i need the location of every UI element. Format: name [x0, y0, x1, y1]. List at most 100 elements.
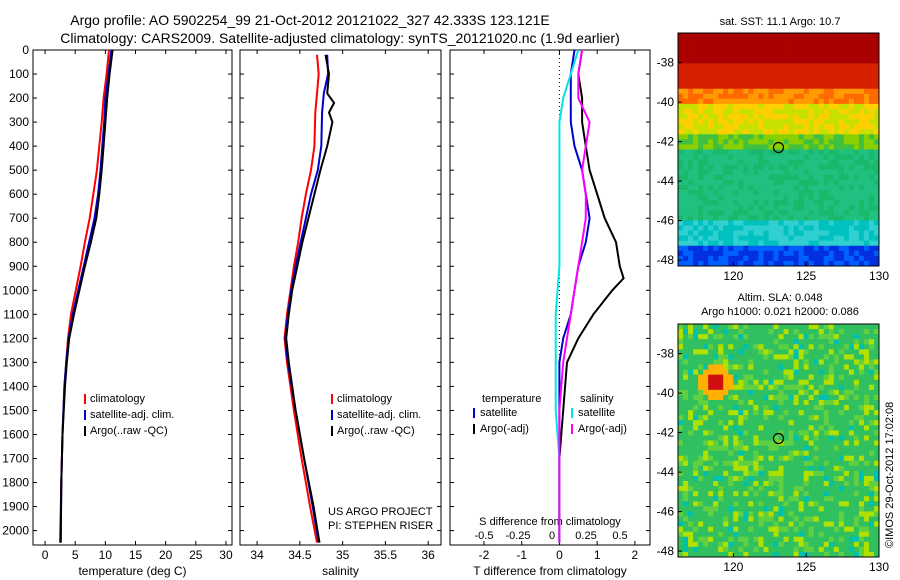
- map-cell: [718, 38, 724, 44]
- map-cell: [753, 440, 759, 446]
- map-cell: [768, 58, 774, 64]
- map-cell: [738, 329, 744, 335]
- map-cell: [873, 551, 880, 558]
- map-cell: [748, 78, 754, 85]
- map-cell: [798, 240, 805, 247]
- map-cell: [873, 531, 880, 538]
- map-cell: [813, 58, 820, 64]
- map-cell: [698, 420, 704, 426]
- map-cell: [818, 521, 825, 528]
- map-cell: [858, 354, 865, 360]
- map-cell: [858, 410, 865, 416]
- map-cell: [718, 103, 724, 110]
- map-cell: [783, 63, 789, 69]
- map-cell: [783, 415, 789, 421]
- map-cell: [703, 195, 709, 201]
- map-cell: [718, 339, 724, 345]
- map-cell: [863, 460, 870, 467]
- map-cell: [738, 516, 744, 522]
- map-cell: [728, 369, 734, 376]
- map-cell: [788, 496, 794, 502]
- map-cell: [768, 33, 774, 39]
- map-cell: [743, 179, 749, 186]
- map-cell: [698, 445, 704, 452]
- map-cell: [718, 536, 724, 543]
- map-cell: [783, 255, 789, 262]
- map-cell: [823, 169, 830, 176]
- map-cell: [693, 260, 699, 267]
- map-cell: [678, 369, 684, 376]
- map-cell: [688, 329, 694, 335]
- map-cell: [833, 405, 840, 411]
- map-cell: [818, 103, 825, 110]
- map-cell: [758, 430, 764, 436]
- map-cell: [828, 334, 835, 340]
- map-cell: [843, 486, 850, 492]
- map-cell: [848, 88, 855, 95]
- map-cell: [813, 389, 820, 396]
- map-cell: [858, 63, 865, 69]
- map-cell: [748, 491, 754, 497]
- map-cell: [718, 501, 724, 507]
- map-cell: [713, 445, 719, 452]
- map-cell: [843, 344, 850, 350]
- map-cell: [693, 205, 699, 211]
- map-cell: [723, 215, 729, 221]
- map-cell: [713, 240, 719, 247]
- map-cell: [783, 460, 789, 467]
- map-cell: [698, 43, 704, 49]
- map-cell: [823, 190, 830, 196]
- panel-frame-salinity: [239, 49, 442, 546]
- map-cell: [683, 430, 689, 436]
- map-cell: [693, 486, 699, 492]
- map-cell: [683, 114, 689, 120]
- map-cell: [773, 220, 779, 226]
- map-cell: [828, 58, 835, 64]
- map-cell: [718, 134, 724, 140]
- map-cell: [738, 119, 744, 125]
- map-cell: [693, 240, 699, 247]
- map-cell: [793, 38, 800, 44]
- map-cell: [808, 260, 815, 267]
- map-cell: [748, 184, 754, 191]
- map-cell: [858, 501, 865, 507]
- map-cell: [678, 481, 684, 487]
- map-cell: [798, 245, 805, 252]
- map-cell: [743, 349, 749, 355]
- map-cell: [788, 103, 794, 110]
- map-cell: [758, 235, 764, 242]
- map-cell: [693, 536, 699, 543]
- map-cell: [828, 129, 835, 135]
- map-cell: [868, 250, 875, 257]
- map-cell: [873, 255, 880, 262]
- map-cell: [718, 245, 724, 252]
- map-cell: [693, 195, 699, 201]
- map-cell: [783, 389, 789, 396]
- map-cell: [788, 536, 794, 543]
- map-cell: [723, 521, 729, 528]
- map-cell: [823, 516, 830, 522]
- map-cell: [798, 174, 805, 181]
- map-cell: [848, 78, 855, 85]
- map-cell: [693, 324, 699, 330]
- map-cell: [803, 43, 810, 49]
- map-cell: [813, 43, 820, 49]
- map-cell: [728, 425, 734, 431]
- map-cell: [708, 531, 714, 538]
- map-cell: [723, 536, 729, 543]
- map-cell: [758, 465, 764, 472]
- map-cell: [868, 230, 875, 237]
- map-cell: [763, 511, 769, 517]
- map-cell: [693, 184, 699, 191]
- map-cell: [763, 260, 769, 267]
- map-cell: [833, 339, 840, 345]
- x-tick-label: 35.5: [374, 548, 398, 562]
- map-cell: [693, 68, 699, 74]
- map-cell: [793, 521, 800, 528]
- map-cell: [743, 455, 749, 462]
- map-cell: [718, 410, 724, 416]
- map-x-tick-label: 120: [723, 269, 743, 283]
- map-cell: [703, 230, 709, 237]
- map-cell: [863, 174, 870, 181]
- map-cell: [868, 48, 875, 54]
